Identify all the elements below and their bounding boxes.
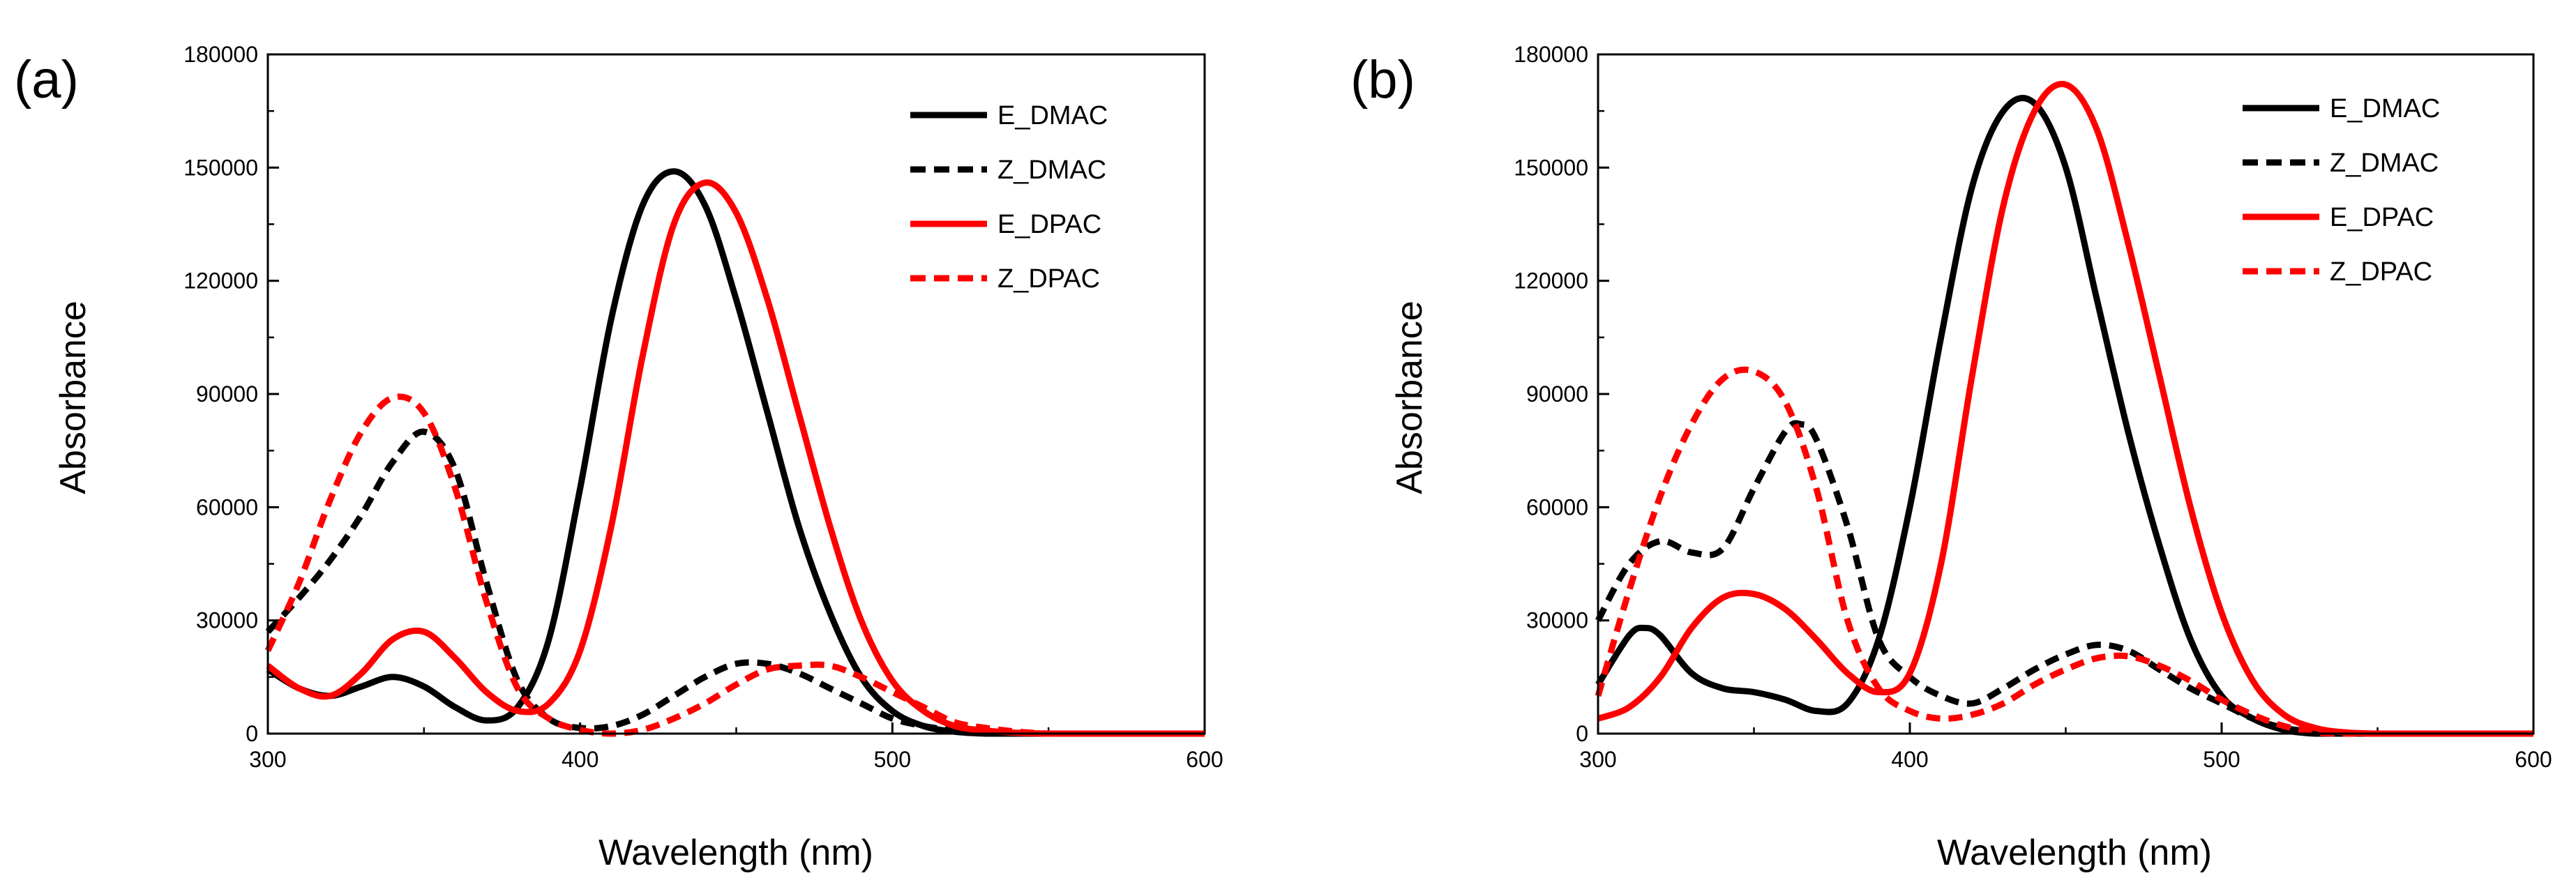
x-tick-label: 400 (562, 747, 598, 772)
legend-label: E_DPAC (997, 210, 1101, 239)
series-line-e-dmac (266, 168, 1205, 737)
x-tick-label: 400 (1891, 747, 1928, 772)
y-axis-title-b: Absorbance (1389, 301, 1430, 494)
y-tick-label: 180000 (183, 42, 258, 67)
y-tick-label: 120000 (183, 268, 258, 294)
y-tick-label: 150000 (183, 155, 258, 180)
series-line-e-dpac (1597, 80, 2533, 737)
y-tick-label: 90000 (196, 381, 258, 407)
panel-label-b: (b) (1350, 50, 1415, 109)
series-a (264, 168, 1205, 737)
series-line-z-dpac (1595, 366, 2533, 737)
legend-b: E_DMAC Z_DMAC E_DPAC Z_DPAC (2243, 94, 2440, 287)
chart-panel-a: (a) Absorbance Wavelength (nm) 300 400 500… (14, 42, 1223, 873)
plot-frame-b (1597, 53, 2535, 735)
legend-label: E_DMAC (2330, 94, 2440, 123)
y-tick-label: 0 (246, 721, 258, 746)
y-tick-label: 120000 (1514, 268, 1588, 294)
legend-label: Z_DPAC (997, 264, 1100, 294)
x-tick-label: 500 (2203, 747, 2240, 772)
x-tick-label: 600 (2515, 747, 2552, 772)
chart-panel-b: (b) Absorbance Wavelength (nm) 300 400 500… (1350, 42, 2552, 873)
series-line-z-dmac (265, 428, 1205, 737)
x-tick-label: 300 (1579, 747, 1616, 772)
y-tick-label: 30000 (1526, 608, 1588, 633)
y-tick-label: 180000 (1514, 42, 1588, 67)
ticks-a: 300 400 500 600 0 30000 60000 90000 120000 150000… (183, 42, 1223, 772)
series-b (1595, 80, 2533, 737)
legend-label: E_DPAC (2330, 203, 2434, 232)
x-tick-label: 600 (1186, 747, 1223, 772)
legend-a: E_DMAC Z_DMAC E_DPAC Z_DPAC (910, 101, 1108, 294)
x-tick-label: 500 (874, 747, 911, 772)
legend-label: Z_DMAC (2330, 149, 2439, 178)
y-tick-label: 0 (1576, 721, 1588, 746)
y-tick-label: 90000 (1526, 381, 1588, 407)
plot-frame-a (266, 53, 1206, 735)
legend-label: Z_DMAC (997, 156, 1106, 185)
x-axis-title-b: Wavelength (nm) (1937, 833, 2212, 873)
series-line-e-dpac (266, 179, 1205, 737)
y-tick-label: 60000 (1526, 494, 1588, 520)
ticks-b: 300 400 500 600 0 30000 60000 90000 120000 150000… (1514, 42, 2552, 772)
y-tick-label: 150000 (1514, 155, 1588, 180)
y-tick-label: 60000 (196, 494, 258, 520)
y-axis-title-a: Absorbance (53, 301, 93, 494)
legend-label: Z_DPAC (2330, 257, 2432, 287)
x-tick-label: 300 (249, 747, 286, 772)
legend-label: E_DMAC (997, 101, 1108, 130)
y-tick-label: 30000 (196, 608, 258, 633)
series-line-e-dmac (1595, 95, 2533, 737)
x-axis-title-a: Wavelength (nm) (598, 833, 873, 873)
panel-label-a: (a) (14, 50, 79, 109)
series-line-z-dmac (1595, 420, 2533, 737)
